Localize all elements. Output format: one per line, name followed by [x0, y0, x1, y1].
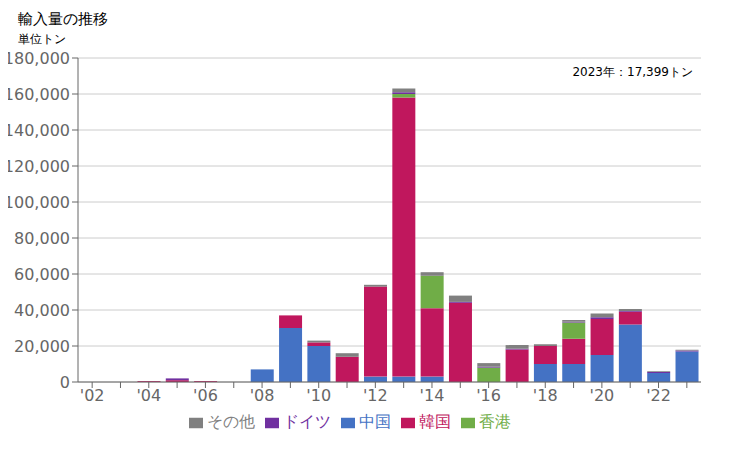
html-text:香港: 香港 — [478, 412, 511, 431]
svg-text:'06: '06 — [193, 386, 218, 405]
svg-text:60,000: 60,000 — [14, 265, 70, 284]
html-text:輸入量の推移: 輸入量の推移 — [18, 10, 108, 28]
svg-text:'14: '14 — [420, 386, 445, 405]
svg-text:'22: '22 — [646, 386, 671, 405]
svg-text:100,000: 100,000 — [8, 193, 70, 212]
html-text:2023年：17,399トン: 2023年：17,399トン — [572, 65, 693, 79]
html-text:中国: 中国 — [358, 412, 391, 431]
svg-text:180,000: 180,000 — [8, 49, 70, 68]
svg-text:'12: '12 — [363, 386, 388, 405]
svg-text:120,000: 120,000 — [8, 157, 70, 176]
svg-text:160,000: 160,000 — [8, 85, 70, 104]
svg-text:'20: '20 — [590, 386, 615, 405]
svg-text:80,000: 80,000 — [14, 229, 70, 248]
svg-text:'18: '18 — [533, 386, 558, 405]
svg-text:'08: '08 — [250, 386, 275, 405]
svg-text:40,000: 40,000 — [14, 301, 70, 320]
svg-text:20,000: 20,000 — [14, 337, 70, 356]
svg-text:140,000: 140,000 — [8, 121, 70, 140]
html-text:韓国: 韓国 — [418, 412, 451, 431]
svg-text:0: 0 — [60, 373, 70, 392]
html-text:ドイツ: ドイツ — [282, 412, 331, 431]
html-text:その他: その他 — [206, 412, 255, 431]
svg-text:'02: '02 — [80, 386, 105, 405]
svg-text:'10: '10 — [306, 386, 331, 405]
html-text:単位トン: 単位トン — [18, 32, 66, 46]
svg-text:'16: '16 — [476, 386, 501, 405]
svg-text:'04: '04 — [136, 386, 161, 405]
